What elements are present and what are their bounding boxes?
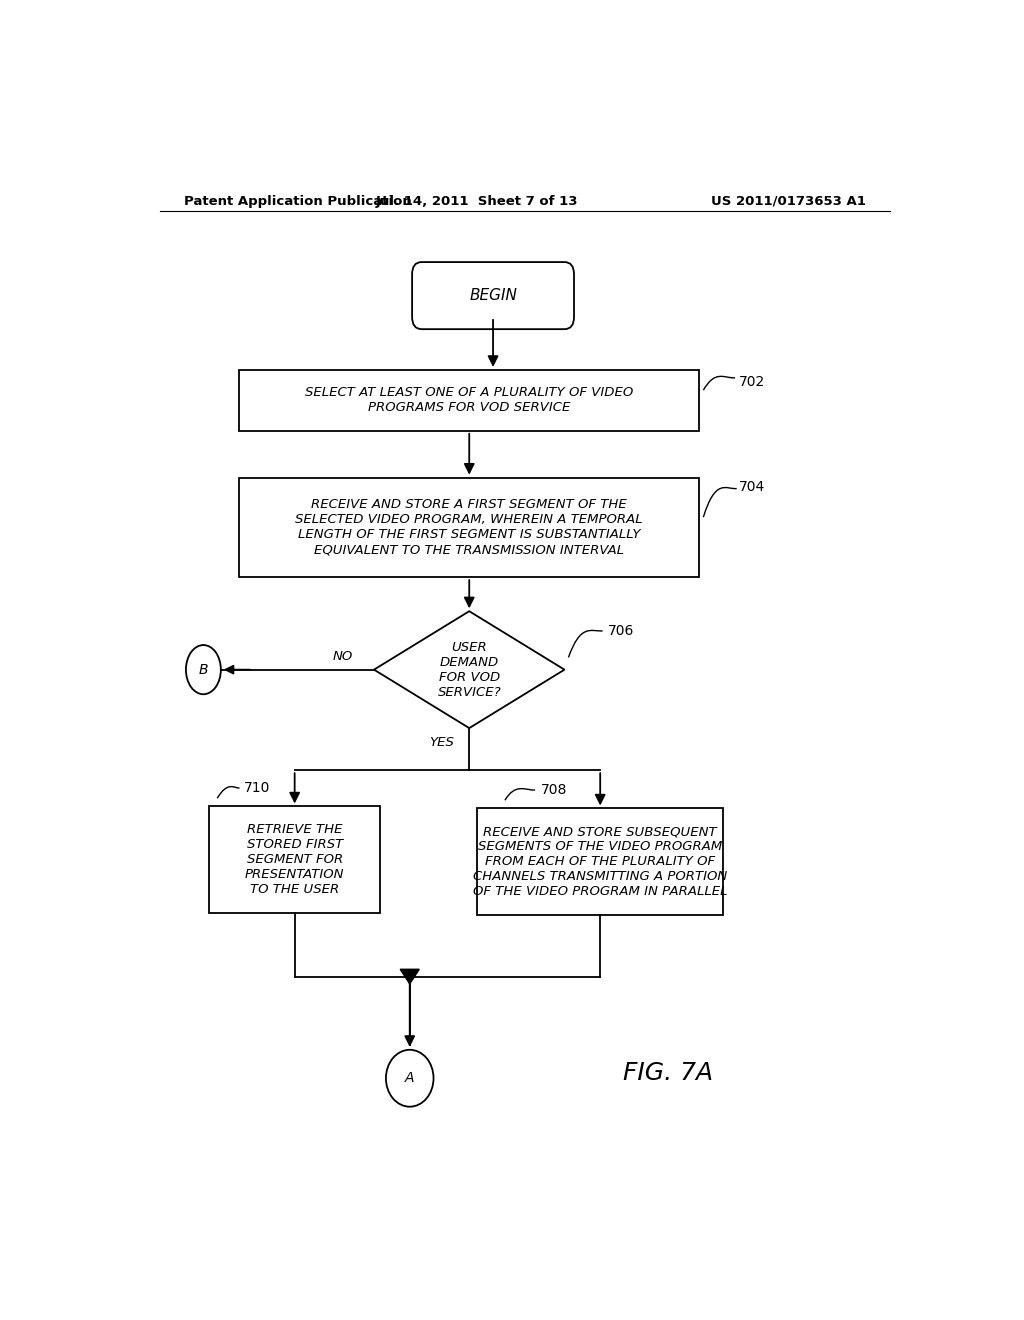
Text: 708: 708 <box>541 783 567 797</box>
Bar <box>240 370 699 430</box>
Text: RECEIVE AND STORE SUBSEQUENT
SEGMENTS OF THE VIDEO PROGRAM
FROM EACH OF THE PLUR: RECEIVE AND STORE SUBSEQUENT SEGMENTS OF… <box>473 825 727 898</box>
Text: Patent Application Publication: Patent Application Publication <box>183 194 412 207</box>
Text: RECEIVE AND STORE A FIRST SEGMENT OF THE
SELECTED VIDEO PROGRAM, WHEREIN A TEMPO: RECEIVE AND STORE A FIRST SEGMENT OF THE… <box>296 499 643 556</box>
Text: 710: 710 <box>244 781 270 795</box>
Text: 706: 706 <box>608 624 635 638</box>
Text: YES: YES <box>429 737 454 750</box>
Bar <box>209 807 380 913</box>
Text: BEGIN: BEGIN <box>469 288 517 304</box>
Text: A: A <box>404 1072 415 1085</box>
Text: FIG. 7A: FIG. 7A <box>623 1061 713 1085</box>
Bar <box>240 478 699 577</box>
Text: NO: NO <box>332 649 352 663</box>
Text: Jul. 14, 2011  Sheet 7 of 13: Jul. 14, 2011 Sheet 7 of 13 <box>376 194 579 207</box>
Text: USER
DEMAND
FOR VOD
SERVICE?: USER DEMAND FOR VOD SERVICE? <box>437 640 501 698</box>
Ellipse shape <box>386 1049 433 1106</box>
FancyBboxPatch shape <box>412 263 574 329</box>
Text: 704: 704 <box>739 479 765 494</box>
Bar <box>477 808 723 915</box>
Text: 702: 702 <box>739 375 765 389</box>
Polygon shape <box>400 969 419 983</box>
Text: US 2011/0173653 A1: US 2011/0173653 A1 <box>712 194 866 207</box>
Ellipse shape <box>186 645 221 694</box>
Polygon shape <box>374 611 564 729</box>
Text: B: B <box>199 663 208 677</box>
Text: RETRIEVE THE
STORED FIRST
SEGMENT FOR
PRESENTATION
TO THE USER: RETRIEVE THE STORED FIRST SEGMENT FOR PR… <box>245 824 344 896</box>
Text: SELECT AT LEAST ONE OF A PLURALITY OF VIDEO
PROGRAMS FOR VOD SERVICE: SELECT AT LEAST ONE OF A PLURALITY OF VI… <box>305 387 634 414</box>
